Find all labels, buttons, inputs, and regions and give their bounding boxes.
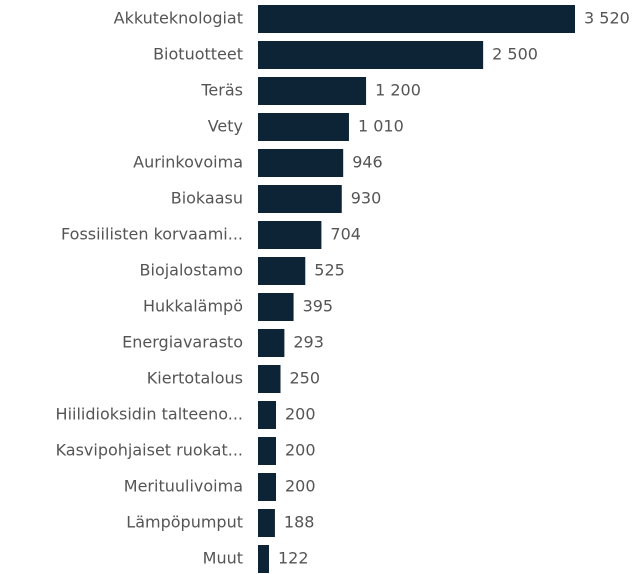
category-label: Biojalostamo — [140, 261, 243, 280]
category-label: Aurinkovoima — [133, 153, 243, 172]
value-label: 293 — [293, 333, 324, 352]
value-label: 2 500 — [492, 45, 538, 64]
category-label: Lämpöpumput — [126, 513, 243, 532]
bar — [258, 77, 367, 105]
category-label: Hiilidioksidin talteeno... — [56, 405, 243, 424]
bar — [258, 221, 322, 249]
category-label: Biokaasu — [171, 189, 243, 208]
value-label: 188 — [284, 513, 315, 532]
category-label: Biotuotteet — [153, 45, 243, 64]
value-label: 200 — [285, 441, 316, 460]
value-label: 1 010 — [358, 117, 404, 136]
category-label: Energiavarasto — [122, 333, 243, 352]
category-label: Kasvipohjaiset ruokat... — [56, 441, 243, 460]
bar — [258, 545, 269, 573]
value-label: 395 — [303, 297, 334, 316]
bar — [258, 185, 342, 213]
bar — [258, 293, 294, 321]
bar — [258, 5, 575, 33]
value-label: 250 — [290, 369, 321, 388]
value-label: 1 200 — [375, 81, 421, 100]
category-label: Fossiilisten korvaami... — [61, 225, 243, 244]
category-label: Merituulivoima — [124, 477, 243, 496]
category-label: Muut — [203, 549, 243, 568]
bar — [258, 113, 349, 141]
category-label: Vety — [208, 117, 243, 136]
bar — [258, 149, 344, 177]
value-label: 930 — [351, 189, 382, 208]
category-label: Kiertotalous — [147, 369, 243, 388]
bar — [258, 401, 277, 429]
value-label: 3 520 — [584, 9, 630, 28]
category-label: Hukkalämpö — [143, 297, 243, 316]
category-label: Akkuteknologiat — [114, 9, 243, 28]
value-label: 525 — [314, 261, 345, 280]
bar — [258, 41, 484, 69]
value-label: 200 — [285, 405, 316, 424]
value-label: 704 — [330, 225, 361, 244]
bar — [258, 509, 275, 537]
bar — [258, 329, 285, 357]
value-label: 200 — [285, 477, 316, 496]
bar — [258, 437, 277, 465]
bar — [258, 257, 306, 285]
value-label: 122 — [278, 549, 309, 568]
category-label: Teräs — [200, 81, 243, 100]
bar — [258, 365, 281, 393]
value-label: 946 — [352, 153, 383, 172]
bar — [258, 473, 277, 501]
